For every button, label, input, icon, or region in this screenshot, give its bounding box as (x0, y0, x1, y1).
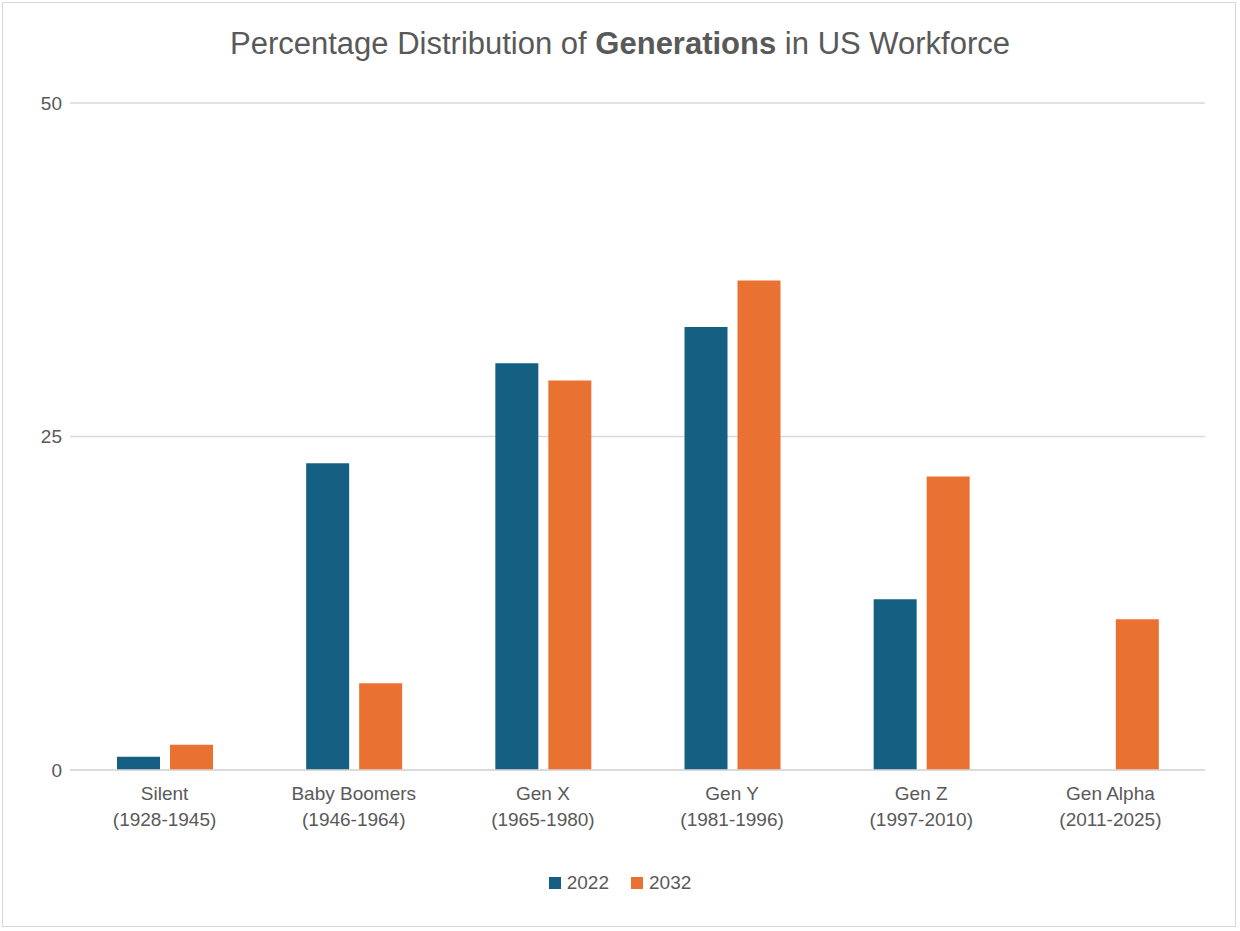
html-text:Percentage Distribution of Gen: Percentage Distribution of Generations i… (230, 26, 1010, 61)
svg-text:(1981-1996): (1981-1996) (680, 809, 784, 830)
svg-text:Gen Z: Gen Z (895, 783, 948, 804)
svg-text:Gen Y: Gen Y (705, 783, 759, 804)
svg-text:(1997-2010): (1997-2010) (869, 809, 973, 830)
svg-text:Gen Alpha: Gen Alpha (1066, 783, 1155, 804)
svg-text:Baby Boomers: Baby Boomers (291, 783, 416, 804)
svg-text:(1965-1980): (1965-1980) (491, 809, 595, 830)
svg-text:Silent: Silent (141, 783, 189, 804)
html-text:2022: 2022 (566, 872, 609, 893)
html-text:2032: 2032 (649, 872, 692, 893)
svg-text:(1928-1945): (1928-1945) (113, 809, 217, 830)
svg-text:(1946-1964): (1946-1964) (302, 809, 406, 830)
svg-text:0: 0 (51, 760, 62, 781)
svg-text:50: 50 (41, 93, 62, 114)
svg-text:(2011-2025): (2011-2025) (1059, 809, 1161, 830)
svg-text:Gen X: Gen X (516, 783, 570, 804)
svg-text:25: 25 (41, 426, 62, 447)
